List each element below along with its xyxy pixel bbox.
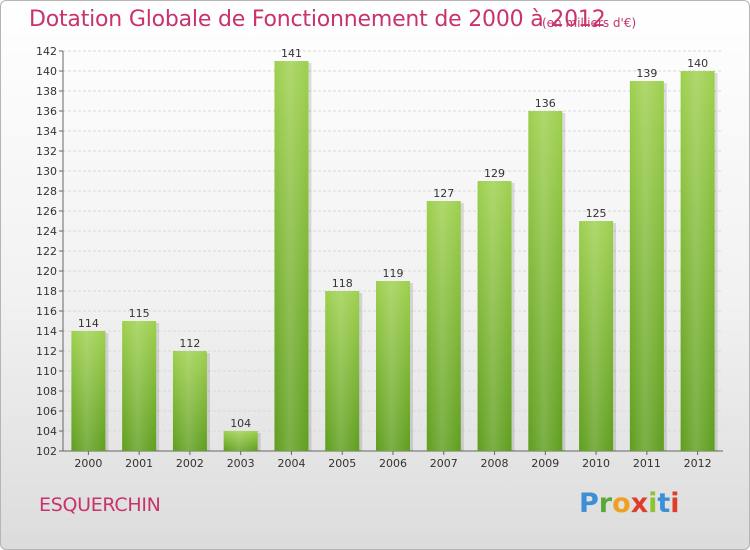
y-tick-label: 110 bbox=[36, 365, 57, 378]
bar-highlight bbox=[325, 291, 360, 451]
proxiti-logo: Proxiti bbox=[579, 488, 680, 519]
logo-letter: x bbox=[630, 488, 649, 519]
x-tick-label: 2006 bbox=[379, 457, 407, 470]
x-tick-label: 2009 bbox=[531, 457, 559, 470]
bar-highlight bbox=[274, 61, 309, 451]
x-tick-label: 2005 bbox=[328, 457, 356, 470]
bar-highlight bbox=[122, 321, 157, 451]
value-label: 127 bbox=[433, 187, 454, 200]
y-tick-label: 120 bbox=[36, 265, 57, 278]
y-tick-label: 130 bbox=[36, 165, 57, 178]
logo-letter: i bbox=[670, 488, 680, 519]
value-label: 118 bbox=[332, 277, 353, 290]
x-tick-label: 2008 bbox=[481, 457, 509, 470]
value-label: 114 bbox=[78, 317, 99, 330]
y-tick-label: 122 bbox=[36, 245, 57, 258]
chart-title: Dotation Globale de Fonctionnement de 20… bbox=[29, 7, 606, 32]
y-tick-label: 118 bbox=[36, 285, 57, 298]
logo-letter: i bbox=[648, 488, 658, 519]
commune-name: ESQUERCHIN bbox=[39, 494, 161, 516]
x-tick-label: 2003 bbox=[227, 457, 255, 470]
y-tick-label: 112 bbox=[36, 345, 57, 358]
x-tick-label: 2010 bbox=[582, 457, 610, 470]
y-tick-label: 104 bbox=[36, 425, 57, 438]
x-tick-label: 2011 bbox=[633, 457, 661, 470]
y-tick-label: 106 bbox=[36, 405, 57, 418]
value-label: 115 bbox=[129, 307, 150, 320]
value-label: 136 bbox=[535, 97, 556, 110]
x-tick-label: 2004 bbox=[277, 457, 305, 470]
value-label: 141 bbox=[281, 47, 302, 60]
chart-subtitle: (en milliers d'€) bbox=[542, 16, 637, 30]
value-label: 119 bbox=[383, 267, 404, 280]
logo-letter: o bbox=[612, 488, 631, 519]
y-tick-label: 128 bbox=[36, 185, 57, 198]
y-tick-label: 114 bbox=[36, 325, 57, 338]
bar-highlight bbox=[376, 281, 410, 451]
x-tick-label: 2002 bbox=[176, 457, 204, 470]
y-tick-label: 132 bbox=[36, 145, 57, 158]
logo-letter: r bbox=[598, 488, 613, 519]
y-tick-label: 140 bbox=[36, 65, 57, 78]
bar-highlight bbox=[477, 181, 512, 451]
y-tick-label: 138 bbox=[36, 85, 57, 98]
bar-highlight bbox=[71, 331, 106, 451]
value-label: 139 bbox=[636, 67, 657, 80]
bar-highlight bbox=[223, 431, 258, 451]
bar-highlight bbox=[629, 81, 664, 451]
y-tick-label: 134 bbox=[36, 125, 57, 138]
bar-highlight bbox=[528, 111, 563, 451]
y-tick-label: 124 bbox=[36, 225, 57, 238]
value-label: 129 bbox=[484, 167, 505, 180]
x-tick-label: 2012 bbox=[684, 457, 712, 470]
y-tick-label: 136 bbox=[36, 105, 57, 118]
y-tick-label: 116 bbox=[36, 305, 57, 318]
x-tick-label: 2001 bbox=[125, 457, 153, 470]
bar-highlight bbox=[426, 201, 461, 451]
y-tick-label: 142 bbox=[36, 45, 57, 58]
y-tick-label: 108 bbox=[36, 385, 57, 398]
x-tick-label: 2000 bbox=[74, 457, 102, 470]
y-tick-label: 126 bbox=[36, 205, 57, 218]
x-tick-label: 2007 bbox=[430, 457, 458, 470]
value-label: 140 bbox=[687, 57, 708, 70]
value-label: 125 bbox=[586, 207, 607, 220]
value-label: 112 bbox=[179, 337, 200, 350]
bar-highlight bbox=[579, 221, 614, 451]
bar-highlight bbox=[680, 71, 715, 451]
logo-letter: t bbox=[657, 488, 671, 519]
value-label: 104 bbox=[230, 417, 251, 430]
logo-letter: P bbox=[579, 488, 599, 519]
y-tick-label: 102 bbox=[36, 445, 57, 458]
bar-highlight bbox=[172, 351, 207, 451]
